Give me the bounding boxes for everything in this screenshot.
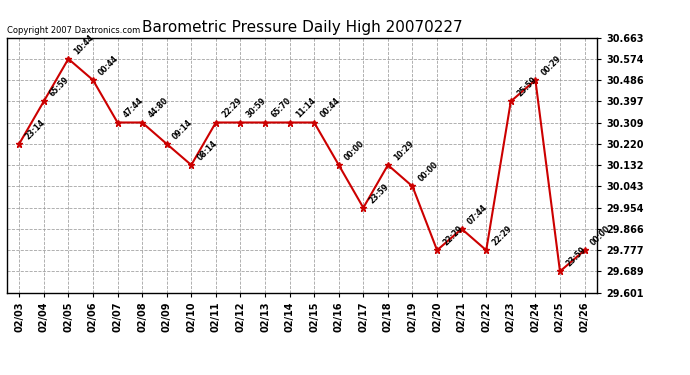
Text: 22:29: 22:29 <box>491 224 514 248</box>
Text: 23:59: 23:59 <box>368 182 391 205</box>
Text: 11:14: 11:14 <box>294 96 317 120</box>
Text: 65:70: 65:70 <box>269 96 293 120</box>
Text: 09:14: 09:14 <box>171 118 195 141</box>
Text: 00:44: 00:44 <box>97 54 121 77</box>
Text: 00:29: 00:29 <box>540 54 563 77</box>
Text: 00:44: 00:44 <box>318 96 342 120</box>
Text: 47:44: 47:44 <box>121 96 145 120</box>
Text: 44:80: 44:80 <box>146 96 170 120</box>
Text: 10:29: 10:29 <box>392 139 415 162</box>
Text: 23:14: 23:14 <box>23 118 47 141</box>
Text: 23:59: 23:59 <box>564 245 587 268</box>
Text: 00:00: 00:00 <box>417 160 440 184</box>
Text: 65:59: 65:59 <box>48 75 71 99</box>
Text: 22:29: 22:29 <box>441 224 464 248</box>
Text: 10:44: 10:44 <box>72 33 96 56</box>
Text: 00:00: 00:00 <box>343 139 366 162</box>
Text: 00:00: 00:00 <box>589 224 612 248</box>
Text: 07:44: 07:44 <box>466 202 489 226</box>
Text: 22:29: 22:29 <box>220 96 244 120</box>
Text: 30:59: 30:59 <box>244 96 268 120</box>
Title: Barometric Pressure Daily High 20070227: Barometric Pressure Daily High 20070227 <box>141 20 462 35</box>
Text: 25:59: 25:59 <box>515 75 538 99</box>
Text: Copyright 2007 Daxtronics.com: Copyright 2007 Daxtronics.com <box>7 26 140 35</box>
Text: 08:14: 08:14 <box>195 139 219 162</box>
